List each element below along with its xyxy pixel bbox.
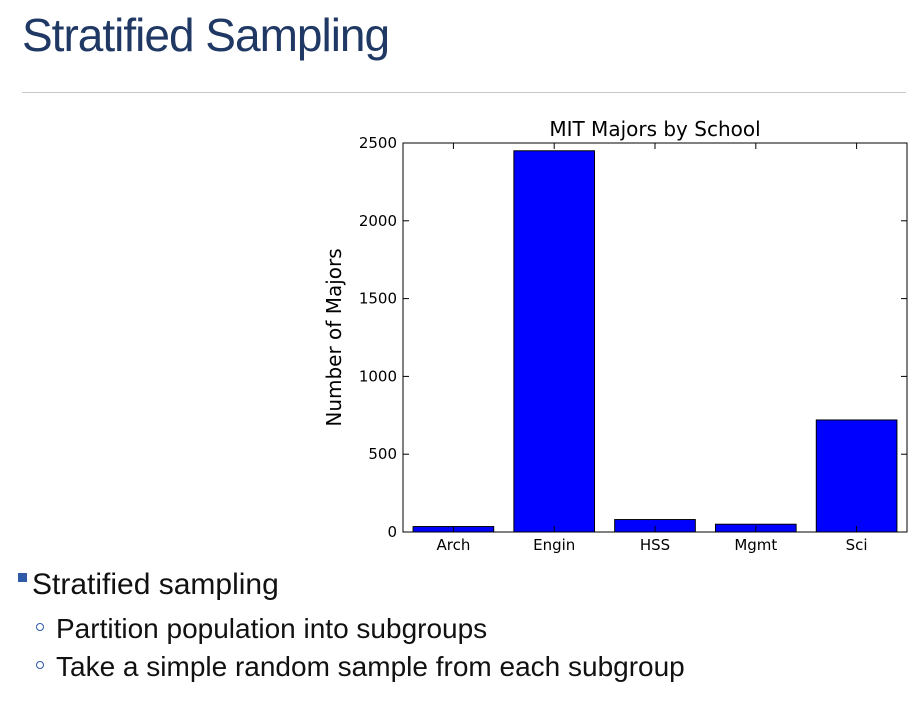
title-divider: [22, 92, 906, 93]
bar-engin: [513, 150, 596, 533]
slide-title: Stratified Sampling: [22, 9, 390, 61]
x-tick-label: Sci: [846, 536, 868, 554]
y-tick-label: 2500: [359, 134, 397, 152]
x-tick-label: Engin: [533, 536, 575, 554]
x-tick-label: Mgmt: [734, 536, 777, 554]
y-tick-label: 0: [387, 523, 397, 541]
y-tick-label: 2000: [359, 212, 397, 230]
y-axis-label: Number of Majors: [322, 248, 346, 426]
y-tick-label: 1500: [359, 290, 397, 308]
chart-title: MIT Majors by School: [549, 117, 760, 141]
x-tick-label: Arch: [436, 536, 470, 554]
y-tick-label: 500: [368, 445, 397, 463]
x-tick-label: HSS: [640, 536, 670, 554]
y-tick-label: 1000: [359, 367, 397, 385]
bar-sci: [815, 419, 898, 533]
